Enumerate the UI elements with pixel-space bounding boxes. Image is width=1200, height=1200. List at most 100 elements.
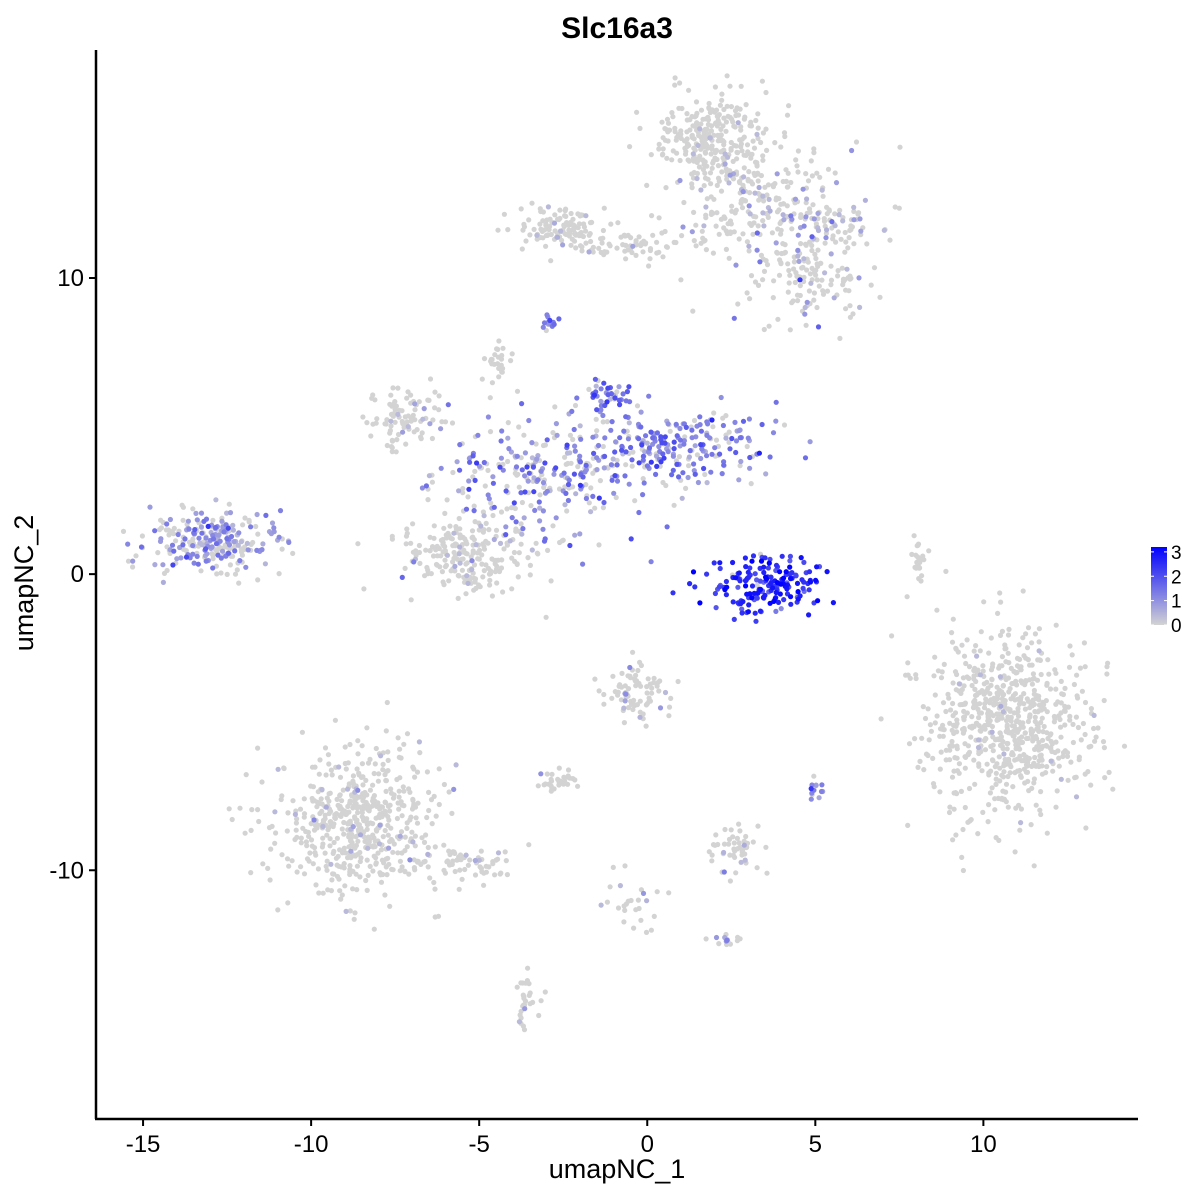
data-point: [226, 806, 232, 812]
data-point: [609, 477, 615, 483]
data-point: [569, 236, 575, 242]
data-point: [763, 89, 769, 96]
data-point: [644, 898, 650, 904]
data-point: [905, 660, 911, 666]
data-point: [343, 908, 349, 915]
data-point: [966, 664, 973, 670]
data-point: [725, 154, 731, 160]
data-point: [508, 505, 515, 511]
data-point: [612, 473, 618, 479]
data-point: [1002, 698, 1008, 704]
data-point: [352, 802, 358, 809]
data-point: [887, 237, 893, 243]
data-point: [396, 794, 402, 800]
data-point: [265, 865, 271, 872]
data-point: [735, 112, 742, 118]
data-point: [451, 786, 457, 793]
data-point: [623, 691, 629, 697]
data-point: [791, 266, 797, 272]
data-point: [400, 429, 406, 435]
data-point: [389, 437, 395, 443]
data-point: [210, 536, 217, 542]
data-point: [999, 743, 1005, 750]
data-point: [389, 838, 395, 844]
data-point: [404, 526, 410, 532]
data-point: [457, 532, 463, 538]
data-point: [999, 772, 1005, 778]
data-point: [750, 138, 756, 144]
data-point: [644, 182, 650, 188]
data-point: [723, 413, 729, 419]
data-point: [571, 226, 577, 232]
colorbar-label: 0: [1171, 616, 1182, 637]
y-axis-title: umapNC_2: [9, 515, 39, 652]
data-point: [601, 499, 607, 506]
data-point: [723, 592, 730, 598]
data-point: [449, 810, 455, 817]
data-point: [760, 193, 766, 199]
data-point: [485, 492, 491, 498]
data-point: [824, 569, 830, 575]
data-point: [324, 867, 330, 873]
data-point: [436, 407, 442, 413]
data-point: [784, 184, 791, 190]
data-point: [373, 420, 379, 426]
data-point: [1016, 740, 1022, 746]
data-point: [949, 630, 955, 636]
data-point: [307, 850, 313, 856]
data-point: [694, 110, 700, 116]
data-point: [321, 819, 327, 825]
data-point: [412, 804, 419, 810]
data-point: [259, 547, 265, 553]
data-point: [397, 833, 403, 839]
data-point: [994, 690, 1000, 696]
data-point: [464, 573, 470, 579]
data-point: [954, 721, 960, 727]
data-point: [713, 223, 719, 229]
data-point: [426, 807, 432, 814]
data-point: [610, 456, 616, 462]
data-point: [806, 288, 813, 294]
data-point: [788, 601, 794, 607]
data-point: [441, 867, 447, 873]
data-point: [951, 806, 957, 812]
data-point: [248, 524, 254, 530]
data-point: [415, 859, 421, 865]
data-point: [213, 524, 219, 531]
data-point: [805, 259, 811, 265]
data-point: [230, 527, 236, 533]
data-point: [698, 455, 704, 462]
data-point: [345, 855, 351, 861]
data-point: [452, 868, 458, 875]
data-point: [328, 861, 334, 867]
data-point: [730, 119, 736, 125]
data-point: [549, 771, 555, 777]
data-point: [595, 442, 602, 449]
data-point: [825, 166, 832, 172]
data-point: [809, 247, 815, 254]
data-point: [519, 401, 525, 407]
data-point: [848, 223, 854, 229]
data-point: [773, 399, 779, 405]
data-point: [367, 787, 373, 793]
data-point: [470, 534, 476, 540]
data-point: [701, 223, 707, 229]
data-point: [856, 275, 862, 281]
data-point: [372, 838, 378, 844]
data-point: [1088, 782, 1094, 788]
data-point: [710, 250, 717, 256]
data-point: [846, 235, 852, 241]
data-point: [526, 417, 532, 424]
data-point: [301, 811, 308, 817]
data-point: [1106, 769, 1112, 776]
data-point: [613, 439, 619, 445]
data-point: [565, 460, 571, 467]
data-point: [868, 282, 874, 288]
data-point: [813, 255, 819, 262]
data-point: [481, 459, 487, 466]
data-point: [218, 570, 224, 576]
data-point: [219, 548, 226, 554]
data-point: [916, 576, 922, 582]
data-point: [811, 216, 817, 222]
data-point: [183, 548, 189, 554]
